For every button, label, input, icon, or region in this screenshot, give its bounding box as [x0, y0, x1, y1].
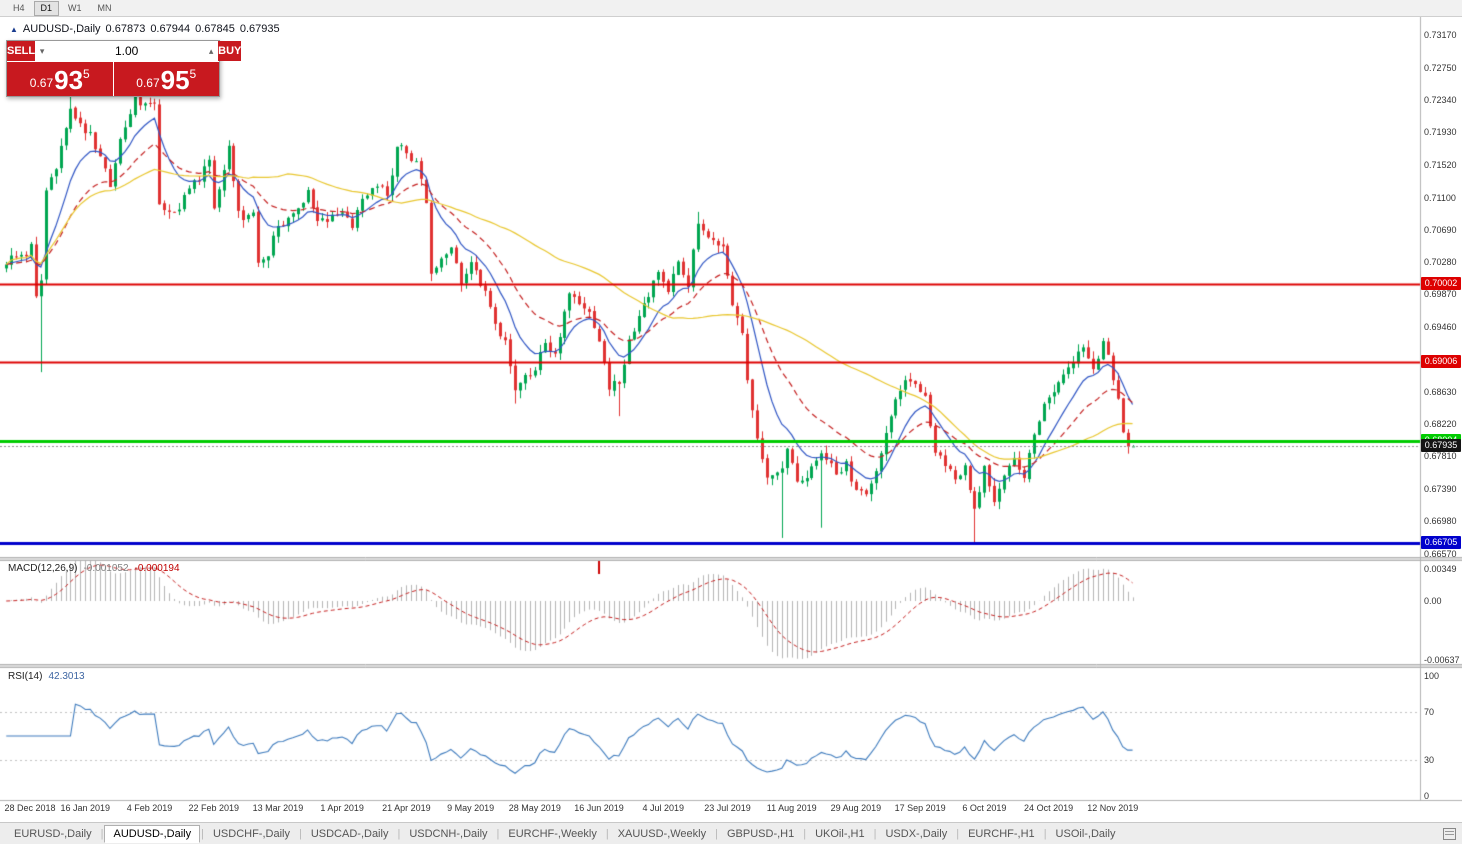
- buy-price-pips: 95: [160, 65, 190, 95]
- tab-separator: |: [803, 827, 807, 840]
- tab-eurchf-h1[interactable]: EURCHF-,H1: [968, 827, 1035, 840]
- trade-controls-row: SELL ▾ ▴ BUY: [7, 41, 242, 62]
- sell-button[interactable]: SELL: [7, 41, 36, 61]
- tab-usdcad-daily[interactable]: USDCAD-,Daily: [310, 827, 389, 840]
- chart-list-icon[interactable]: [1443, 828, 1456, 840]
- chart-canvas[interactable]: [0, 17, 1462, 822]
- chart-tabs: EURUSD-,Daily | AUDUSD-,Daily | USDCHF-,Dail…: [6, 824, 1123, 843]
- tab-separator: |: [496, 827, 500, 840]
- ohlc-open: 0.67873: [105, 23, 146, 35]
- period-toolbar: H4 D1 W1 MN: [0, 0, 1462, 17]
- tab-separator: |: [100, 827, 104, 840]
- tab-ukoil-h1[interactable]: UKOil-,H1: [815, 827, 865, 840]
- macd-name: MACD(12,26,9): [8, 563, 78, 574]
- rsi-header: RSI(14) 42.3013: [8, 671, 85, 682]
- chart-symbol-label: AUDUSD-,Daily: [22, 23, 101, 35]
- sell-price-point: 5: [83, 67, 90, 81]
- tab-gbpusd-h1[interactable]: GBPUSD-,H1: [726, 827, 795, 840]
- macd-value-signal: -0.000194: [134, 563, 180, 574]
- chart-tab-bar: EURUSD-,Daily | AUDUSD-,Daily | USDCHF-,Dail…: [0, 822, 1462, 844]
- tab-separator: |: [298, 827, 302, 840]
- tab-separator: |: [1043, 827, 1047, 840]
- tab-usdcnh-daily[interactable]: USDCNH-,Daily: [409, 827, 488, 840]
- sell-price-display[interactable]: 0.67 93 5: [7, 62, 113, 96]
- tab-usoil-daily[interactable]: USOil-,Daily: [1055, 827, 1116, 840]
- tab-separator: |: [201, 827, 204, 840]
- ohlc-low: 0.67845: [195, 23, 235, 35]
- ohlc-close: 0.67935: [239, 23, 280, 35]
- volume-down-button[interactable]: ▾: [39, 45, 45, 56]
- tab-eurusd-daily[interactable]: EURUSD-,Daily: [14, 827, 92, 840]
- volume-input[interactable]: [49, 41, 205, 61]
- trade-price-row: 0.67 93 5 0.67 95 5: [7, 62, 219, 96]
- tab-separator: |: [397, 827, 401, 840]
- period-button-d1[interactable]: D1: [33, 0, 60, 16]
- period-button-h4[interactable]: H4: [6, 1, 32, 16]
- tab-xauusd-weekly[interactable]: XAUUSD-,Weekly: [617, 827, 707, 840]
- tab-usdchf-daily[interactable]: USDCHF-,Daily: [212, 827, 290, 840]
- tab-usdx-daily[interactable]: USDX-,Daily: [885, 827, 948, 840]
- macd-header: MACD(12,26,9) -0.001052 -0.000194: [8, 563, 180, 574]
- buy-price-base: 0.67: [136, 76, 160, 90]
- chart-title: ▲ AUDUSD-,Daily 0.67873 0.67944 0.67845 …: [10, 23, 280, 35]
- period-button-mn[interactable]: MN: [91, 1, 119, 16]
- sell-price-base: 0.67: [29, 76, 54, 90]
- tab-separator: |: [605, 827, 609, 840]
- buy-price-display[interactable]: 0.67 95 5: [113, 62, 219, 96]
- chart-marker-icon: ▲: [10, 24, 18, 34]
- ohlc-high: 0.67944: [150, 23, 191, 35]
- sell-price-pips: 93: [54, 65, 84, 95]
- tab-audusd-daily[interactable]: AUDUSD-,Daily: [104, 824, 201, 843]
- volume-control: ▾ ▴: [35, 41, 219, 61]
- tab-eurchf-weekly[interactable]: EURCHF-,Weekly: [508, 827, 597, 840]
- buy-button[interactable]: BUY: [218, 41, 242, 61]
- rsi-value: 42.3013: [48, 671, 85, 682]
- tab-separator: |: [715, 827, 718, 840]
- tab-separator: |: [956, 827, 960, 840]
- volume-up-button[interactable]: ▴: [208, 45, 214, 56]
- macd-value-main: -0.001052: [83, 563, 129, 574]
- chart-window: ▲ AUDUSD-,Daily 0.67873 0.67944 0.67845 …: [0, 17, 1462, 822]
- rsi-name: RSI(14): [8, 671, 43, 682]
- buy-price-point: 5: [189, 67, 197, 81]
- tab-separator: |: [873, 827, 877, 840]
- period-button-w1[interactable]: W1: [61, 1, 89, 16]
- period-buttons: H4 D1 W1 MN: [6, 0, 119, 16]
